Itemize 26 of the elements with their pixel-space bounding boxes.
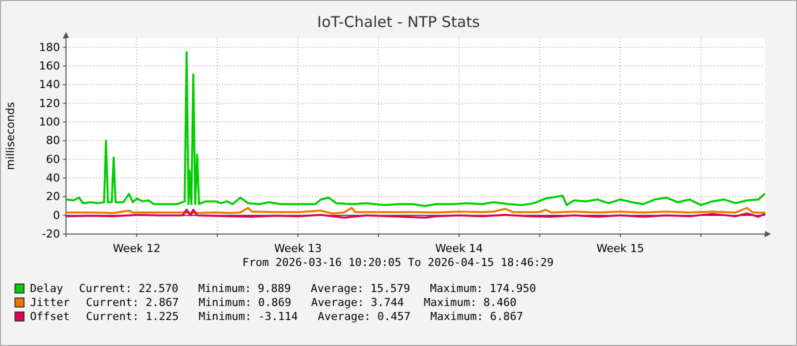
text: From 2026-03-16 10:20:05 To 2026-04-15 18:46:29 [242, 256, 554, 269]
y-axis-title: milliseconds [4, 102, 17, 170]
y-tick-label: 80 [46, 134, 60, 148]
x-tick-label: Week 14 [435, 242, 483, 256]
y-tick-label: 60 [46, 152, 60, 166]
legend-label: Offset [30, 310, 70, 323]
x-tick-label: Week 13 [274, 242, 322, 256]
line-series [66, 51, 766, 207]
y-tick-label: 20 [46, 190, 60, 204]
text: Current: 1.225 Minimum: -3.114 Average: 0.457 Maximum: 6.867 [86, 310, 524, 323]
y-tick-label: 180 [39, 40, 60, 54]
legend-label: Jitter [30, 296, 70, 309]
y-tick-label: 160 [39, 60, 60, 73]
y-tick-label: 120 [39, 96, 60, 110]
text: Current: 22.570 Minimum: 9.889 Average: 15.579 Maximum: 174.950 [79, 282, 536, 295]
y-tick-label: 0 [53, 208, 60, 222]
y-tick-label: 140 [39, 78, 60, 92]
x-tick-label: Week 15 [596, 242, 644, 256]
line-series [66, 208, 766, 219]
y-tick-label: 40 [46, 172, 60, 185]
legend-label: Delay [30, 282, 64, 295]
chart-title: IoT-Chalet - NTP Stats [317, 13, 480, 31]
x-tick-label: Week 12 [112, 242, 161, 256]
text: Current: 2.867 Minimum: 0.869 Average: 3.744 Maximum: 8.460 [86, 296, 516, 309]
y-tick-label: -20 [42, 228, 60, 241]
y-tick-label: 100 [39, 116, 60, 129]
